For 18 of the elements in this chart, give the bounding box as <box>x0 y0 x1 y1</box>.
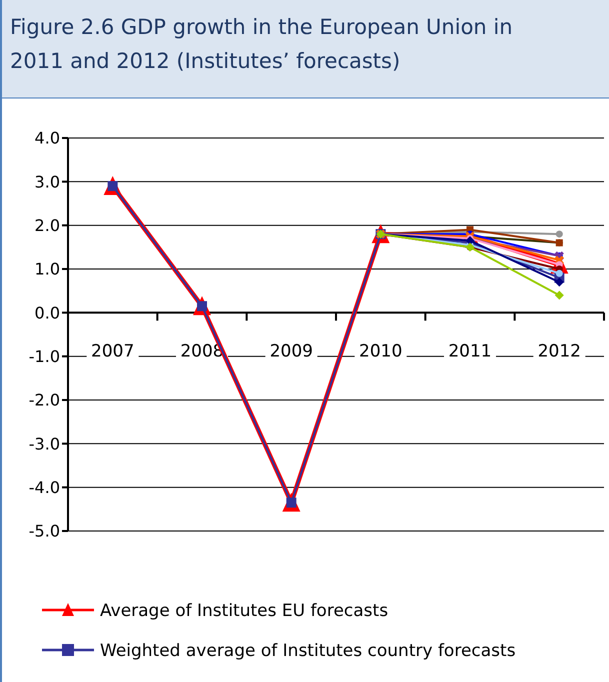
legend-label: Weighted average of Institutes country forecasts <box>100 640 516 661</box>
y-tick-label: -4.0 <box>28 478 60 497</box>
y-tick-label: 1.0 <box>34 260 60 279</box>
x-tick-label: 2012 <box>538 342 581 362</box>
y-tick-label: -5.0 <box>28 522 60 541</box>
y-tick-label: 4.0 <box>34 128 60 148</box>
y-tick-label: 3.0 <box>34 172 60 192</box>
x-tick-label: 2010 <box>359 342 402 362</box>
legend-label: Average of Institutes EU forecasts <box>100 600 388 621</box>
x-tick-label: 2011 <box>448 342 492 362</box>
x-tick-label: 2007 <box>91 342 134 362</box>
chart-title: Figure 2.6 GDP growth in the European Union in 2011 and 2012 (Institutes’ forecasts) <box>10 15 513 73</box>
y-tick-label: -2.0 <box>28 390 60 410</box>
y-tick-label: 0.0 <box>34 303 60 322</box>
x-tick-label: 2009 <box>270 342 313 362</box>
y-tick-label: -1.0 <box>28 346 60 366</box>
y-tick-label: 2.0 <box>34 216 60 235</box>
y-tick-label: -3.0 <box>28 434 60 454</box>
